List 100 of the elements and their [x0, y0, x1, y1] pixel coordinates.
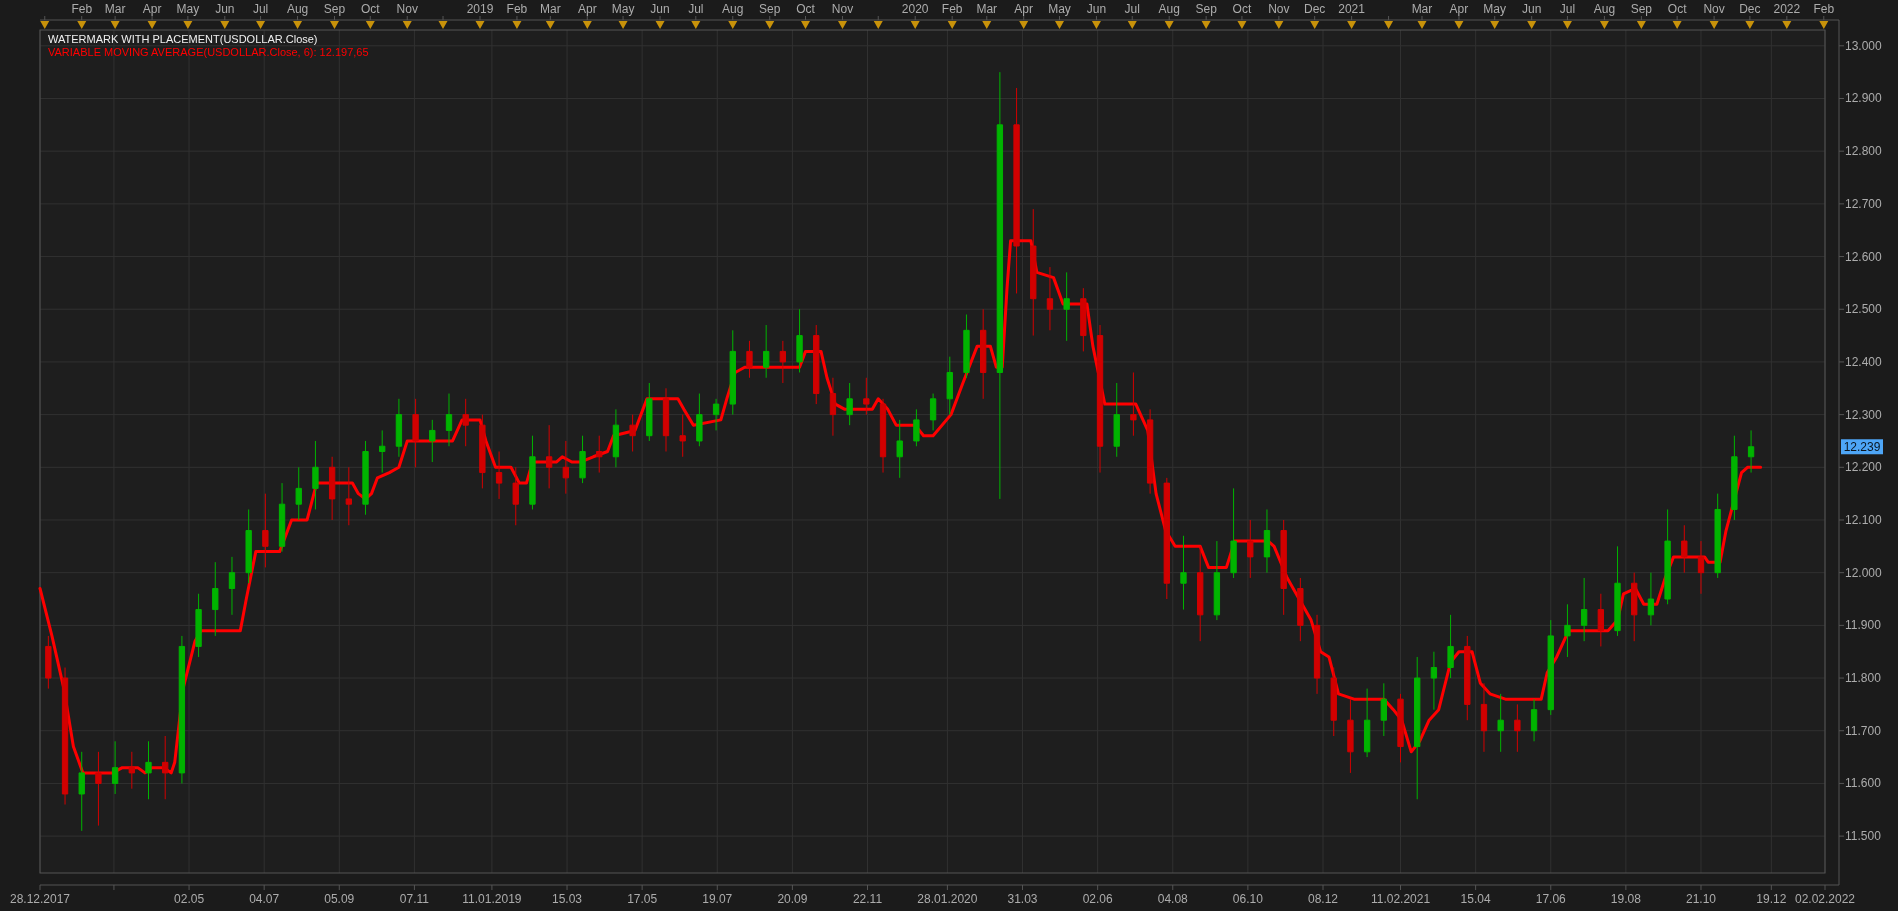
candlestick — [1030, 208, 1037, 337]
candlestick — [1564, 603, 1571, 658]
x2-tick-label: Jul — [1124, 2, 1140, 16]
annotation: WATERMARK WITH PLACEMENT(USDOLLAR.Close) — [48, 32, 318, 45]
x2-tick-label: Jul — [1559, 2, 1576, 16]
x-tick-label: 04.08 — [1157, 892, 1189, 906]
candlestick — [913, 408, 920, 447]
y-tick-label: 11.700 — [1845, 723, 1882, 738]
candlestick — [896, 419, 903, 479]
candlestick — [779, 340, 787, 384]
candlestick — [746, 340, 753, 379]
x-tick-label: 17.06 — [1535, 892, 1567, 906]
x2-tick-label: Feb — [71, 2, 93, 16]
candlestick — [345, 466, 352, 526]
candlestick — [495, 451, 503, 500]
y-tick-label: 12.800 — [1845, 144, 1883, 159]
x2-tick-label: Oct — [796, 2, 816, 16]
candlestick — [145, 740, 152, 800]
x2-tick-label: Oct — [1667, 2, 1688, 16]
candlestick — [1280, 519, 1287, 616]
text: VARIABLE MOVING AVERAGE(USDOLLAR.Close, 6): 12.197,65 — [48, 46, 369, 58]
candlestick — [879, 398, 887, 474]
candlestick — [1447, 614, 1454, 679]
candlestick — [963, 314, 970, 379]
y-tick-label: 12.700 — [1845, 196, 1883, 211]
x2-tick-label: Mar — [1411, 2, 1433, 16]
candlestick — [762, 324, 770, 379]
x2-tick-label: Jul — [688, 2, 704, 16]
candlestick — [412, 398, 419, 468]
candlestick — [295, 466, 302, 521]
x2-tick-label: Apr — [142, 2, 162, 16]
candlestick — [78, 751, 85, 832]
candlestick — [195, 593, 202, 658]
candlestick — [1580, 577, 1588, 642]
candlestick — [846, 382, 853, 426]
candlestick — [1330, 667, 1337, 737]
x2-tick-label: Sep — [1195, 2, 1218, 16]
x2-tick-label: Feb — [941, 2, 963, 16]
candlestick — [946, 356, 953, 416]
candlestick — [479, 414, 486, 489]
candlestick — [1464, 635, 1471, 721]
candlestick — [712, 398, 720, 431]
candlestick — [162, 735, 169, 800]
x-tick-label: 19.08 — [1610, 892, 1642, 906]
candlestick — [1697, 540, 1705, 595]
x-tick-label: 28.01.2020 — [917, 892, 978, 906]
x-tick-label: 20.09 — [777, 892, 808, 906]
x2-tick-label: Sep — [759, 2, 781, 16]
x2-tick-label: Sep — [1630, 2, 1653, 16]
candlestick — [1347, 698, 1354, 774]
x2-tick-label: Nov — [1268, 2, 1290, 16]
candlestick — [996, 71, 1004, 500]
x2-tick-label: Aug — [722, 2, 744, 16]
candlestick — [696, 393, 703, 447]
candlestick — [462, 398, 469, 447]
candlestick — [629, 414, 636, 452]
candlestick — [1080, 287, 1087, 352]
x2-tick-label: Aug — [286, 2, 309, 16]
candlestick — [729, 329, 736, 416]
candlestick — [95, 751, 102, 827]
x2-tick-label: Nov — [1703, 2, 1725, 16]
candlestick — [312, 440, 319, 510]
y-tick-label: 11.500 — [1845, 829, 1882, 844]
x2-tick-label: Jun — [215, 2, 235, 16]
candlestick — [1497, 693, 1504, 753]
x-tick-label: 07.11 — [399, 892, 430, 906]
x2-tick-label: Mar — [104, 2, 126, 16]
x2-tick-label: May — [611, 2, 635, 16]
x-tick-label: 15.04 — [1460, 892, 1491, 906]
x-tick-label: 02.05 — [174, 892, 205, 906]
candlestick — [1163, 477, 1170, 600]
x-tick-label: 04.07 — [249, 892, 280, 906]
y-tick-label: 11.600 — [1845, 776, 1882, 791]
x2-tick-label: Nov — [396, 2, 418, 16]
candlestick — [1714, 493, 1721, 579]
candlestick — [579, 435, 586, 484]
candlestick — [395, 398, 403, 458]
candlestick — [1297, 577, 1304, 642]
candlestick — [262, 493, 269, 568]
x2-tick-label: 2022 — [1773, 2, 1801, 16]
candlestick — [328, 456, 336, 521]
x2-tick-label: Aug — [1158, 2, 1180, 16]
candlestick — [529, 435, 536, 510]
candlestick — [1597, 593, 1604, 647]
candlestick — [1380, 682, 1387, 737]
x-tick-label: 22.11 — [852, 892, 883, 906]
candlestick — [1096, 324, 1104, 474]
candlestick — [646, 382, 653, 442]
candlestick — [980, 308, 987, 400]
candlestick — [1130, 371, 1137, 437]
candlestick — [929, 393, 937, 431]
y-tick-label: 12.100 — [1845, 512, 1883, 527]
y-tick-label: 12.600 — [1845, 249, 1883, 264]
x-tick-label: 19.12 — [1756, 892, 1787, 906]
candlestick — [1547, 619, 1554, 716]
x-tick-label: 15.03 — [552, 892, 583, 906]
x2-tick-label: May — [176, 2, 200, 16]
x2-tick-label: 2019 — [466, 2, 494, 16]
candlestick — [128, 751, 135, 790]
candlestick — [1313, 614, 1321, 695]
